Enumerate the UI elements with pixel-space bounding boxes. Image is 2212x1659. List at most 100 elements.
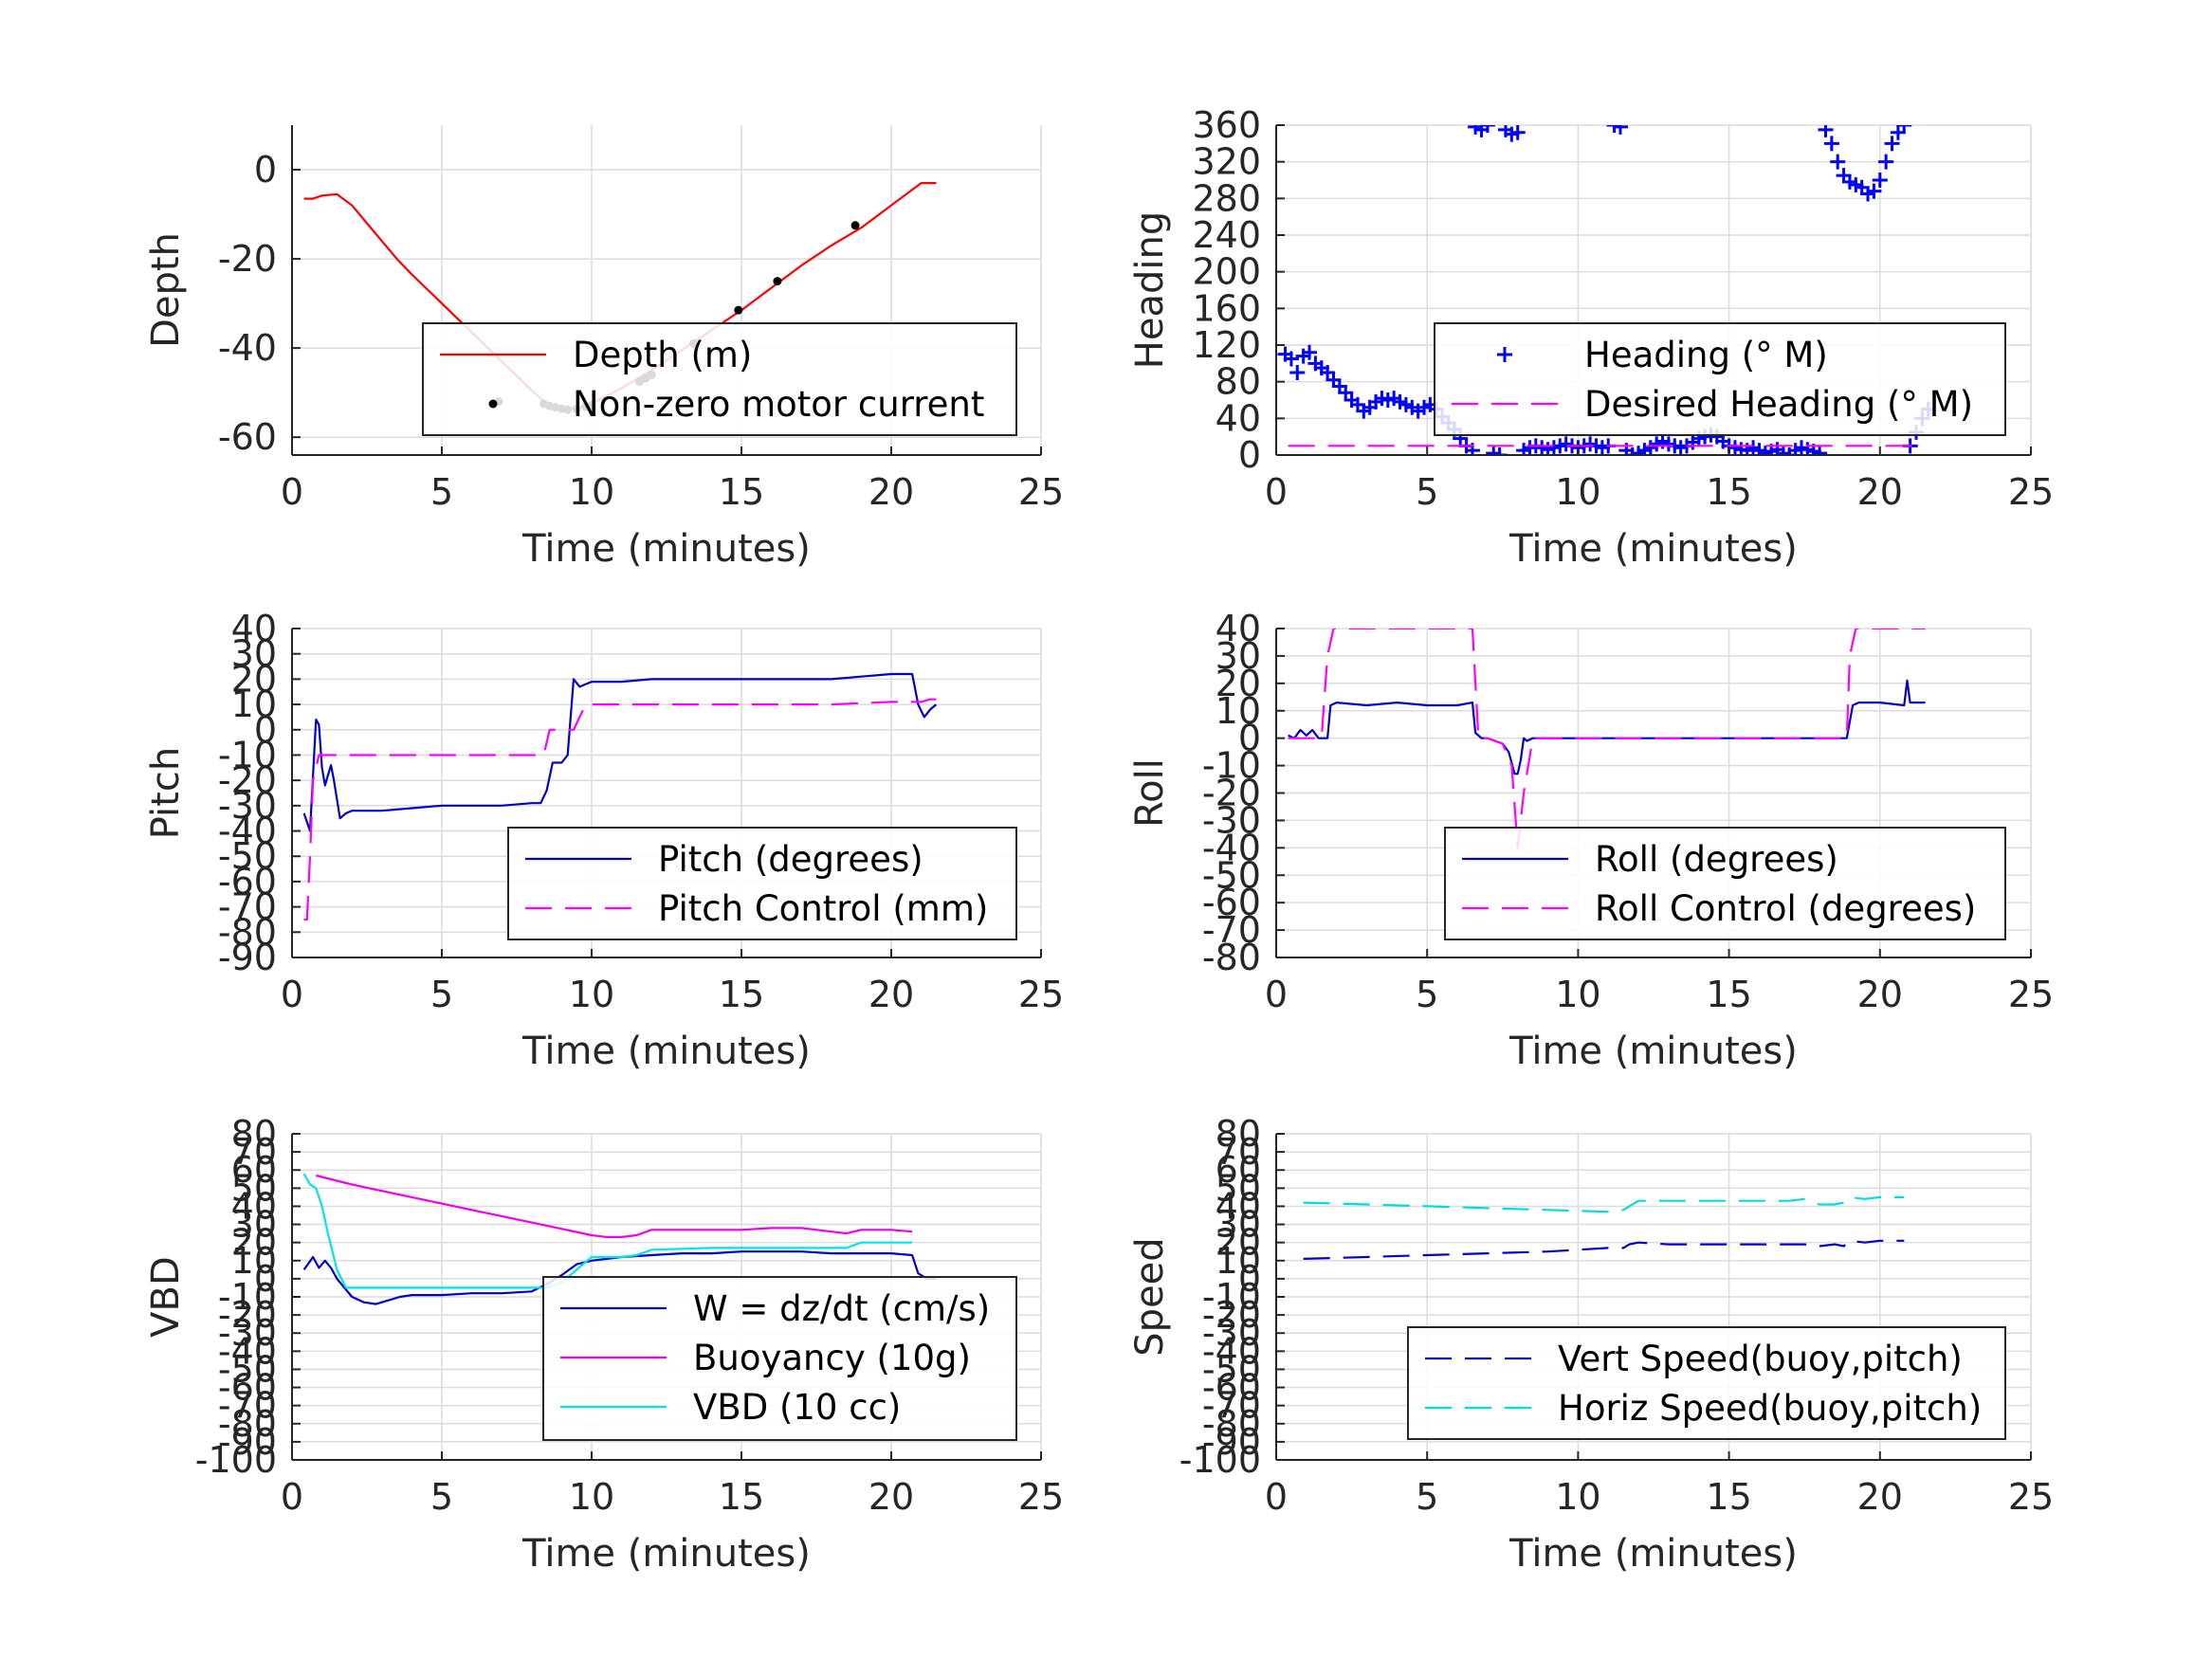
x-tick-label: 0 [281, 974, 303, 1015]
series-2-point [850, 221, 860, 230]
series-1-point [1872, 173, 1888, 188]
plot-area [302, 672, 938, 921]
y-tick-label: -100 [1179, 1439, 1261, 1481]
legend: W = dz/dt (cm/s) Buoyancy (10g) VBD (10 cc… [542, 1276, 1017, 1441]
series-1-point [1624, 447, 1640, 455]
series-1-point [1302, 344, 1318, 360]
y-tick-label: 80 [1216, 361, 1261, 403]
y-tick-label: -50 [1202, 854, 1261, 896]
legend: Roll (degrees) Roll Control (degrees) [1444, 827, 2006, 940]
series-2-point [734, 305, 743, 315]
series-1-point [1884, 136, 1900, 152]
y-tick-label: 60 [231, 1149, 277, 1191]
y-tick-label: 200 [1192, 251, 1261, 293]
x-tick-label: 0 [1265, 1476, 1288, 1518]
legend-label: Depth (m) [573, 335, 752, 375]
series-2-point [773, 277, 782, 286]
x-tick-label: 15 [719, 471, 764, 513]
series-1-point [1830, 154, 1846, 170]
y-axis-label: Heading [1128, 211, 1172, 369]
legend-swatch [488, 399, 498, 409]
y-tick-label: -50 [1202, 1348, 1261, 1390]
series-1-point [1896, 125, 1912, 133]
y-tick-label: -50 [218, 1348, 277, 1390]
legend-label: Vert Speed(buoy,pitch) [1558, 1339, 1963, 1379]
series-1-point [1612, 125, 1628, 135]
y-tick-label: 160 [1192, 287, 1261, 329]
y-tick-label: -60 [218, 1367, 277, 1409]
y-tick-label: 10 [1216, 1240, 1261, 1282]
x-tick-label: 0 [1265, 974, 1288, 1015]
legend-box [507, 827, 1017, 940]
x-tick-label: 15 [719, 974, 764, 1015]
y-tick-label: -60 [1202, 882, 1261, 923]
x-axis-label: Time (minutes) [1508, 1030, 1798, 1073]
y-tick-label: 20 [231, 658, 277, 700]
y-tick-label: -60 [218, 416, 277, 458]
y-tick-label: 30 [1216, 635, 1261, 677]
legend-swatch [1497, 347, 1512, 362]
y-tick-label: -80 [218, 911, 277, 953]
x-tick-label: 0 [281, 471, 303, 513]
x-tick-label: 25 [2008, 471, 2054, 513]
legend-box [422, 322, 1017, 436]
y-tick-label: -30 [1202, 799, 1261, 841]
y-tick-label: -30 [1202, 1312, 1261, 1354]
series-1-point [1866, 183, 1882, 199]
x-tick-label: 20 [1857, 1476, 1903, 1518]
legend-label: Desired Heading (° M) [1584, 384, 1973, 425]
y-tick-label: 20 [231, 1222, 277, 1264]
y-tick-label: 60 [1216, 1149, 1261, 1191]
y-tick-label: 40 [1216, 1185, 1261, 1227]
y-tick-label: -90 [218, 937, 277, 978]
x-tick-label: 10 [1555, 471, 1600, 513]
series-1-point [1812, 446, 1828, 455]
y-tick-label: 70 [231, 1131, 277, 1173]
chart-panel-4: 0 5 10 15 20 25-80-70-60-50-40-30-20-10010203… [1128, 608, 2054, 1073]
y-tick-label: -60 [218, 861, 277, 902]
y-tick-label: 280 [1192, 177, 1261, 219]
y-tick-label: -10 [218, 1276, 277, 1318]
series-2-line [316, 1174, 913, 1239]
x-tick-label: 25 [2008, 1476, 2054, 1518]
x-tick-label: 15 [719, 1476, 764, 1518]
y-tick-label: 20 [1216, 663, 1261, 704]
x-tick-label: 25 [1018, 471, 1064, 513]
chart-panel-5: 0 5 10 15 20 25-100-90-80-70-60-50-40-30-20-1… [144, 1113, 1064, 1576]
y-tick-label: 360 [1192, 104, 1261, 146]
x-axis-label: Time (minutes) [521, 1030, 811, 1073]
y-tick-label: 40 [1216, 608, 1261, 649]
y-tick-label: 0 [1238, 718, 1261, 759]
x-tick-label: 5 [1416, 1476, 1438, 1518]
chart-panel-1: 0 5 10 15 20 25 -60 -40 -20 0 Time (minutes) Depth D… [144, 125, 1064, 571]
y-tick-label: -70 [218, 886, 277, 928]
y-axis-label: Depth [144, 232, 188, 348]
legend-box [1407, 1326, 2006, 1440]
y-tick-label: -20 [218, 1294, 277, 1336]
y-tick-label: -40 [1202, 827, 1261, 868]
chart-panel-3: 0 5 10 15 20 25-90-80-70-60-50-40-30-20-10010… [144, 608, 1064, 1073]
y-tick-label: 80 [231, 1113, 277, 1155]
chart-panel-6: 0 5 10 15 20 25-100-90-80-70-60-50-40-30-20-1… [1128, 1113, 2054, 1576]
series-2-line [1288, 629, 1926, 849]
y-tick-label: -80 [1202, 1403, 1261, 1445]
series-1-line [302, 672, 938, 832]
series-1-point [1823, 136, 1839, 152]
y-tick-label: 0 [254, 1258, 277, 1300]
x-tick-label: 25 [2008, 974, 2054, 1015]
plot-area [1303, 1195, 1905, 1260]
x-tick-label: 15 [1706, 1476, 1751, 1518]
x-tick-label: 5 [430, 1476, 453, 1518]
series-2-line [1303, 1195, 1905, 1213]
y-tick-label: -10 [218, 734, 277, 775]
x-tick-label: 20 [1857, 471, 1903, 513]
x-axis-label: Time (minutes) [521, 527, 811, 571]
y-tick-label: 80 [1216, 1113, 1261, 1155]
plot-area [1288, 629, 1926, 849]
series-1-point [1479, 125, 1495, 133]
legend-label: Buoyancy (10g) [693, 1338, 971, 1378]
series-1-point [1491, 447, 1508, 455]
x-tick-label: 20 [868, 471, 914, 513]
y-tick-label: -90 [218, 1421, 277, 1463]
